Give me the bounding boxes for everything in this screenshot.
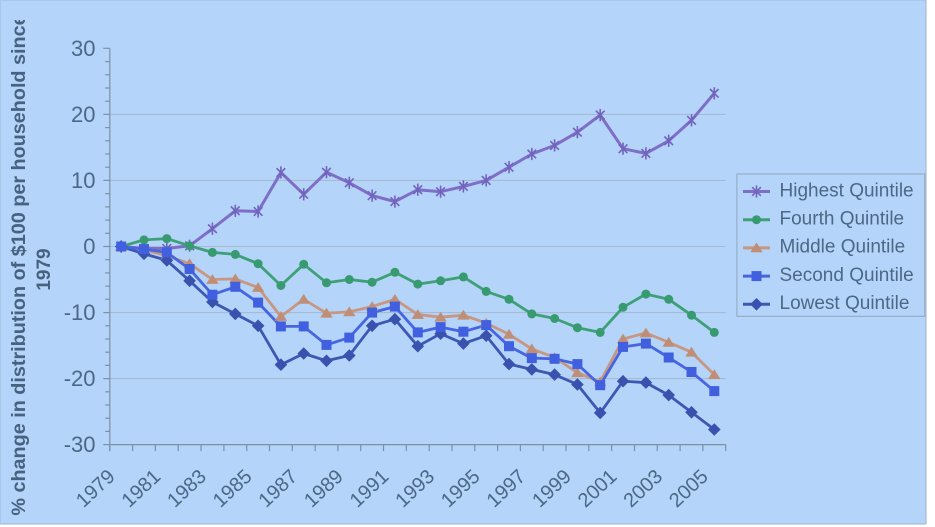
svg-text:0: 0 xyxy=(83,234,95,259)
svg-text:Lowest Quintile: Lowest Quintile xyxy=(780,293,910,314)
svg-text:10: 10 xyxy=(71,168,95,193)
svg-text:Second Quintile: Second Quintile xyxy=(780,265,914,286)
svg-text:% change in distribution of $1: % change in distribution of $100 per hou… xyxy=(8,14,30,515)
svg-text:-10: -10 xyxy=(64,300,96,325)
svg-text:30: 30 xyxy=(71,36,95,61)
svg-text:Middle Quintile: Middle Quintile xyxy=(780,237,906,258)
svg-text:Fourth Quintile: Fourth Quintile xyxy=(780,209,905,230)
svg-text:-30: -30 xyxy=(64,432,96,457)
svg-text:Highest Quintile: Highest Quintile xyxy=(780,180,914,201)
svg-text:-20: -20 xyxy=(64,366,96,391)
svg-text:1979: 1979 xyxy=(34,248,55,290)
svg-text:20: 20 xyxy=(71,102,95,127)
